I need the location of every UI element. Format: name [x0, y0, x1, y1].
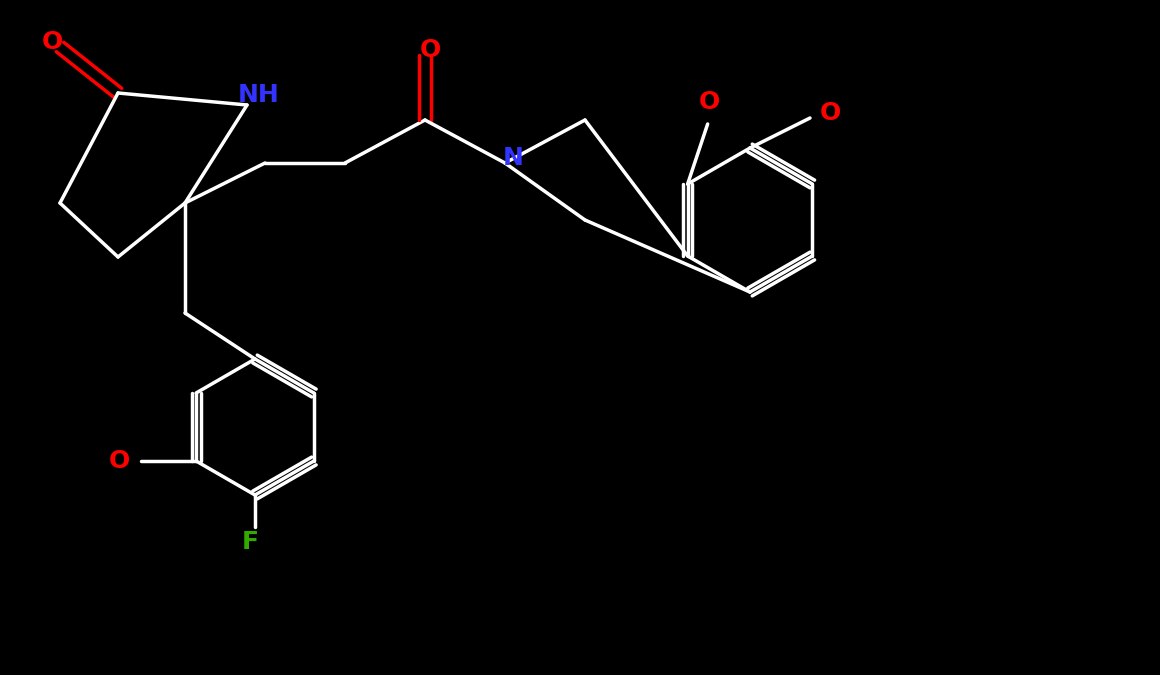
Text: N: N	[502, 146, 523, 170]
Text: F: F	[241, 530, 259, 554]
Text: NH: NH	[238, 83, 280, 107]
Text: O: O	[42, 30, 63, 54]
Text: O: O	[819, 101, 841, 125]
Text: O: O	[420, 38, 441, 62]
Text: O: O	[699, 90, 720, 114]
Text: O: O	[109, 449, 130, 473]
